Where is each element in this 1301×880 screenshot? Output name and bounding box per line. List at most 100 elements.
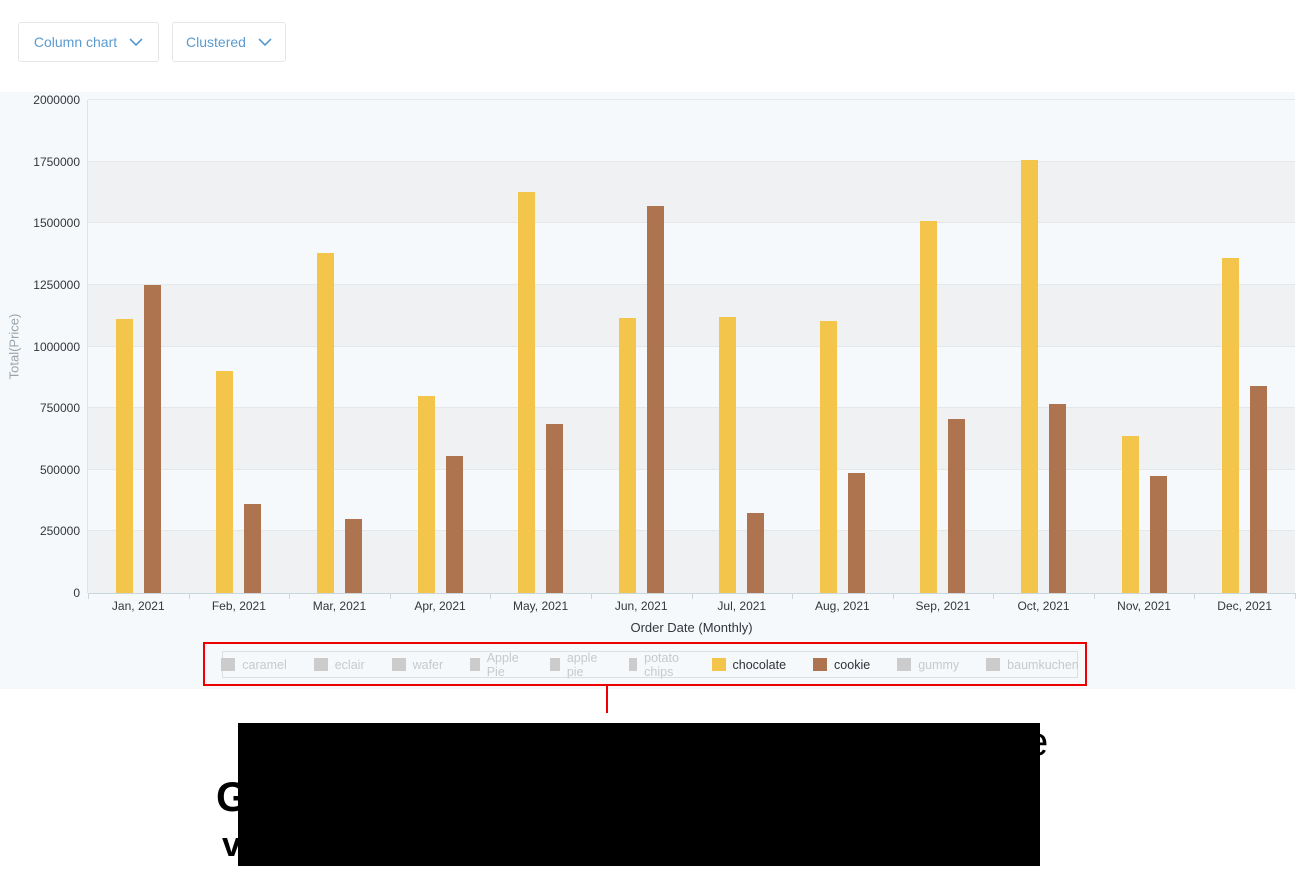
x-tick-mark (389, 593, 391, 599)
plot-area (87, 99, 1296, 599)
chart-mode-dropdown[interactable]: Clustered (172, 22, 286, 62)
x-tick-label: Aug, 2021 (814, 599, 870, 613)
bar-group (691, 100, 792, 593)
plot-band (88, 408, 1295, 470)
legend-swatch (470, 658, 480, 671)
legend-item-potato-chips[interactable]: potato chips (628, 650, 685, 679)
chart-mode-label: Clustered (186, 34, 246, 50)
bar-chocolate[interactable] (518, 192, 536, 593)
bar-cookie[interactable] (646, 206, 664, 593)
bar-cookie[interactable] (244, 504, 262, 593)
plot-band (88, 284, 1295, 347)
bar-cookie[interactable] (747, 512, 765, 593)
legend-item-wafer[interactable]: wafer (391, 657, 444, 672)
y-tick-label: 1500000 (33, 216, 80, 231)
x-tick-mark (1194, 593, 1196, 599)
gridline (88, 530, 1295, 532)
legend-swatch (313, 658, 328, 671)
x-tick-label: Jan, 2021 (111, 599, 165, 613)
bar-cookie[interactable] (1048, 404, 1066, 593)
bar-group (993, 100, 1094, 593)
y-axis-line (87, 100, 88, 593)
bar-chocolate[interactable] (920, 220, 938, 593)
legend-item-baumkuchen[interactable]: baumkuchen (986, 658, 1079, 672)
bar-cookie[interactable] (143, 284, 161, 593)
x-tick-label: Dec, 2021 (1217, 599, 1272, 613)
bar-cookie[interactable] (948, 419, 966, 593)
x-axis-tick-labels: Jan, 2021 Feb, 2021 Mar, 2021 Apr, 2021 May,… (88, 599, 1295, 613)
legend-label: wafer (412, 657, 444, 672)
bar-group (490, 100, 591, 593)
plot-band (88, 161, 1295, 224)
legend-swatch (986, 658, 1001, 671)
legend-swatch (813, 658, 828, 671)
bar-group (1194, 100, 1295, 593)
bar-group (792, 100, 893, 593)
chart-type-dropdown[interactable]: Column chart (18, 22, 159, 62)
y-tick-label: 250000 (39, 524, 80, 539)
bar-cookie[interactable] (1250, 385, 1268, 593)
y-tick-label: 750000 (39, 401, 80, 416)
legend-item-eclair[interactable]: eclair (313, 658, 365, 672)
x-tick-label: Apr, 2021 (414, 599, 466, 613)
bar-chocolate[interactable] (719, 316, 737, 593)
bar-cookie[interactable] (546, 424, 564, 593)
y-tick-label: 500000 (39, 462, 80, 477)
legend-item-caramel[interactable]: caramel (221, 657, 287, 672)
x-tick-mark (1295, 593, 1296, 599)
legend-item-apple-pie[interactable]: Apple Pie (470, 651, 523, 679)
bar-cookie[interactable] (445, 456, 463, 593)
gridline (88, 99, 1295, 100)
gridline (88, 407, 1295, 409)
bar-chocolate[interactable] (819, 320, 837, 593)
legend-label: apple pie (566, 650, 598, 679)
y-tick-label: 1750000 (33, 154, 80, 169)
x-tick-mark (88, 593, 89, 599)
chart-panel: Total(Price) 0 250000 500000 750000 1000000 1… (0, 92, 1296, 689)
legend-item-chocolate[interactable]: chocolate (711, 658, 786, 672)
y-tick-label: 1250000 (33, 277, 80, 292)
bar-group (1094, 100, 1195, 593)
x-tick-label: Oct, 2021 (1017, 599, 1070, 613)
bar-cookie[interactable] (1149, 475, 1167, 593)
legend-label: potato chips (644, 650, 679, 679)
bar-groups (88, 100, 1295, 593)
legend-item-cookie[interactable]: cookie (813, 658, 870, 672)
x-tick-mark (590, 593, 592, 599)
x-tick-label: Jun, 2021 (614, 599, 668, 613)
gridline (88, 222, 1295, 224)
plot-band (88, 531, 1295, 593)
bar-chocolate[interactable] (1121, 436, 1139, 593)
x-tick-label: Nov, 2021 (1117, 599, 1171, 613)
bar-chocolate[interactable] (1020, 160, 1038, 593)
bar-group (88, 100, 189, 593)
bar-group (893, 100, 994, 593)
chart-legend: caramel eclair wafer Apple Pie apple pie pota… (221, 650, 1079, 679)
bar-cookie[interactable] (344, 519, 362, 593)
bar-group (289, 100, 390, 593)
y-tick-label: 1000000 (33, 339, 80, 354)
x-tick-mark (792, 593, 794, 599)
bar-chocolate[interactable] (216, 371, 234, 593)
bar-chocolate[interactable] (115, 319, 133, 593)
x-tick-label: Feb, 2021 (211, 599, 266, 613)
legend-swatch (550, 658, 560, 671)
x-tick-mark (892, 593, 894, 599)
bar-chocolate[interactable] (417, 395, 435, 593)
bar-group (390, 100, 491, 593)
legend-item-apple-pie[interactable]: apple pie (550, 651, 602, 679)
bar-chocolate[interactable] (618, 318, 636, 593)
bar-chocolate[interactable] (1222, 257, 1240, 593)
x-tick-label: Jul, 2021 (717, 599, 767, 613)
gridline (88, 283, 1295, 285)
legend-swatch (711, 658, 726, 671)
gridline (88, 468, 1295, 470)
gridline (88, 345, 1295, 347)
legend-item-gummy[interactable]: gummy (897, 658, 959, 672)
bar-chocolate[interactable] (316, 252, 334, 593)
chevron-down-icon (258, 38, 272, 46)
x-tick-label: Mar, 2021 (312, 599, 367, 613)
legend-label: caramel (242, 657, 287, 672)
redaction-block (238, 723, 1040, 866)
bar-cookie[interactable] (847, 473, 865, 593)
